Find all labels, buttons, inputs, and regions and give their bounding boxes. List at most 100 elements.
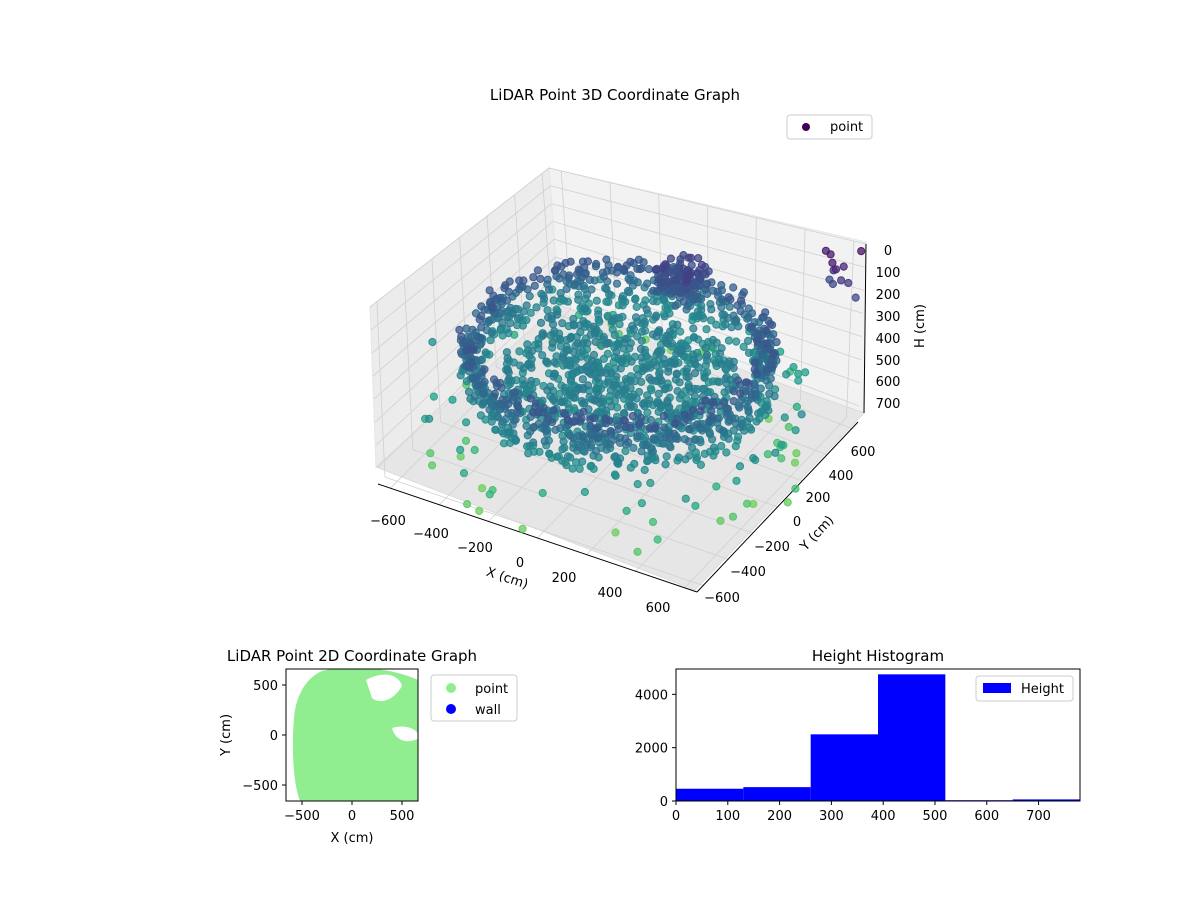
point-3d	[681, 494, 690, 503]
point-3d	[689, 324, 698, 333]
point-3d	[673, 387, 682, 396]
x-tick-label: 600	[974, 809, 999, 824]
gap-region	[392, 726, 418, 742]
point-3d	[622, 506, 631, 515]
point-3d	[646, 478, 655, 488]
point-3d	[591, 337, 600, 346]
point-3d	[637, 447, 646, 456]
point-3d	[545, 449, 554, 458]
point-3d	[533, 266, 543, 275]
point-3d	[705, 417, 714, 426]
point-3d	[669, 359, 678, 368]
point-3d	[496, 309, 505, 318]
point-3d	[691, 501, 700, 510]
point-cloud-2d	[292, 669, 418, 801]
point-3d	[548, 320, 558, 329]
point-3d	[510, 388, 520, 397]
point-3d	[752, 417, 761, 426]
point-3d	[557, 262, 566, 271]
point-3d	[587, 285, 596, 294]
x-axis-line	[377, 483, 698, 593]
point-3d	[475, 506, 484, 515]
point-3d	[580, 304, 590, 313]
point-3d	[747, 394, 756, 403]
point-3d	[690, 392, 700, 401]
point-3d	[558, 319, 567, 328]
point-3d	[652, 332, 661, 341]
point-3d	[526, 394, 535, 403]
point-3d	[591, 424, 601, 433]
grid-line	[404, 280, 414, 450]
point-3d	[563, 415, 572, 424]
x-axis-label-2d: X (cm)	[331, 831, 374, 846]
point-3d	[530, 281, 539, 290]
y-axis-label-2d: Y (cm)	[219, 714, 234, 757]
point-3d	[635, 419, 645, 428]
point-3d	[690, 369, 700, 378]
scatter-points-3d	[421, 246, 866, 556]
point-3d	[485, 286, 494, 295]
point-3d	[549, 296, 558, 305]
x-tick-label: −200	[457, 541, 493, 556]
point-3d	[744, 336, 753, 345]
point-3d	[618, 292, 628, 301]
point-3d	[658, 282, 667, 291]
legend-marker-point	[802, 123, 810, 131]
histogram-y-ticks: 0 2000 4000	[635, 688, 676, 810]
point-3d	[660, 385, 669, 394]
point-3d	[671, 419, 680, 428]
point-3d	[703, 350, 712, 360]
point-3d	[520, 381, 529, 390]
y-tick-label: 200	[806, 491, 831, 506]
point-3d	[703, 387, 713, 397]
point-3d	[685, 425, 694, 434]
point-3d	[734, 322, 743, 331]
point-3d	[592, 259, 601, 269]
point-3d	[448, 395, 457, 404]
point-3d	[611, 471, 620, 480]
point-3d	[558, 353, 568, 362]
point-3d	[727, 323, 736, 332]
x-tick-label: 500	[923, 809, 948, 824]
point-3d	[699, 314, 708, 323]
legend-marker-point	[446, 683, 456, 693]
point-3d	[612, 347, 621, 356]
point-3d	[657, 376, 666, 385]
point-3d	[480, 365, 489, 374]
point-3d	[621, 335, 630, 344]
point-3d	[518, 321, 528, 330]
point-3d	[504, 368, 513, 377]
point-3d	[611, 528, 620, 537]
chart-histogram: Height Histogram 0 100 200 300 400 500 600 700 …	[635, 647, 1081, 824]
point-cluster	[303, 774, 313, 784]
point-3d	[660, 423, 669, 432]
point-3d	[457, 332, 466, 341]
point-3d	[579, 432, 588, 441]
point-3d	[497, 383, 506, 392]
point-3d	[481, 348, 490, 357]
point-3d	[602, 339, 611, 348]
x-tick-label: 400	[871, 809, 896, 824]
point-3d	[580, 322, 589, 331]
legend-label-height: Height	[1021, 682, 1064, 697]
point-3d	[612, 372, 621, 381]
point-3d	[652, 311, 661, 320]
histogram-bars	[676, 674, 1080, 801]
point-3d	[648, 447, 658, 456]
point-3d	[696, 274, 705, 283]
point-3d	[527, 363, 536, 372]
point-3d	[636, 344, 646, 354]
point-3d	[705, 430, 715, 439]
point-3d	[693, 420, 702, 429]
point-3d	[556, 334, 565, 343]
scatter-area-2d	[292, 669, 418, 801]
point-3d	[692, 294, 701, 304]
point-3d	[578, 457, 587, 466]
point-3d	[709, 451, 718, 460]
point-3d	[612, 279, 622, 288]
point-3d	[763, 450, 773, 459]
point-3d	[694, 335, 703, 344]
point-3d	[641, 433, 650, 442]
grid-line	[372, 221, 554, 377]
point-3d	[538, 408, 547, 417]
